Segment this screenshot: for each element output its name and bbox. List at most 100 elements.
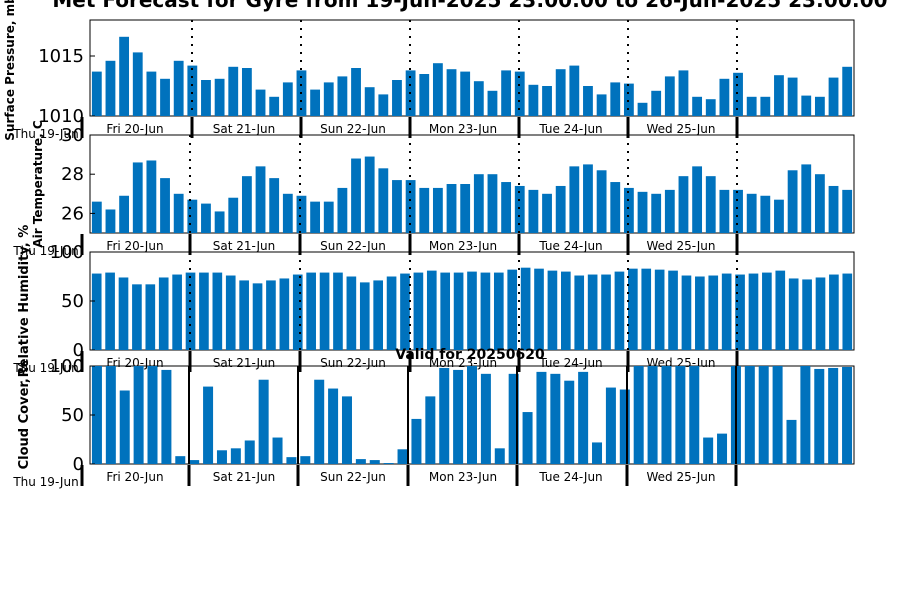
y-axis-label: Cloud Cover, % — [17, 361, 32, 470]
bar — [446, 69, 457, 116]
bar — [364, 87, 375, 116]
bar — [550, 373, 561, 464]
bar — [133, 366, 144, 464]
y-tick-label: 1015 — [38, 46, 84, 67]
bar — [118, 277, 129, 350]
bar — [228, 66, 239, 116]
bar — [733, 72, 743, 116]
bar — [719, 78, 730, 116]
bar — [480, 272, 491, 350]
bar — [91, 71, 102, 116]
bar — [392, 180, 402, 233]
axes-frame — [89, 134, 855, 234]
bar — [487, 174, 498, 233]
bar — [405, 180, 416, 233]
bar — [266, 280, 276, 350]
y-tick-label: 0 — [73, 454, 84, 475]
bar — [583, 164, 593, 233]
x-tick-label: Sat 21-Jun — [213, 122, 276, 136]
bar — [647, 366, 658, 464]
bar — [419, 187, 430, 233]
x-tick-label: Tue 24-Jun — [538, 239, 602, 253]
x-tick-label: Wed 25-Jun — [647, 239, 716, 253]
bar — [214, 78, 225, 116]
bar — [651, 193, 662, 233]
x-tick-label: Sat 21-Jun — [213, 470, 276, 484]
bar — [842, 66, 853, 116]
bar — [119, 36, 130, 116]
bar — [501, 182, 512, 233]
bar — [158, 277, 169, 350]
bar — [814, 96, 825, 116]
bar — [623, 187, 634, 233]
bar — [760, 96, 771, 116]
bar — [467, 366, 477, 464]
bar — [661, 366, 672, 464]
bar — [746, 193, 757, 233]
figure-title: Met Forecast for Gyre from 19-Jun-2025 2… — [52, 0, 887, 12]
bar — [337, 76, 348, 116]
bar — [569, 65, 580, 116]
bar — [748, 273, 759, 350]
bar — [775, 270, 786, 350]
x-tick-label: Thu 19-Jun — [12, 361, 78, 375]
bar — [637, 191, 648, 233]
bar — [239, 280, 249, 350]
bar — [310, 89, 321, 116]
bar — [569, 166, 580, 233]
bar — [241, 176, 252, 233]
x-tick-label: Fri 20-Jun — [106, 239, 163, 253]
bar — [228, 197, 239, 233]
bar — [419, 74, 430, 116]
bar — [758, 366, 769, 464]
x-tick-label: Fri 20-Jun — [106, 470, 163, 484]
bar — [800, 366, 811, 464]
bar — [337, 187, 348, 233]
x-tick-label: Sun 22-Jun — [320, 470, 386, 484]
bar — [201, 80, 211, 116]
bar — [651, 90, 662, 116]
bar — [225, 275, 236, 350]
bar — [212, 272, 223, 350]
bar — [351, 158, 361, 233]
bar — [787, 77, 798, 116]
bar — [91, 273, 102, 350]
bar — [161, 369, 172, 464]
bar — [269, 96, 280, 116]
bar — [637, 102, 648, 116]
bar — [119, 195, 130, 233]
bar — [542, 193, 552, 233]
bar — [341, 396, 352, 464]
bar — [319, 272, 330, 350]
bar — [425, 396, 436, 464]
bar — [528, 84, 539, 116]
bar — [508, 373, 519, 464]
bar — [373, 280, 383, 350]
bar — [383, 463, 394, 464]
bar — [369, 460, 380, 464]
x-tick-label: Sun 22-Jun — [320, 239, 386, 253]
bar — [708, 275, 719, 350]
bar — [480, 373, 491, 464]
bar — [689, 366, 700, 464]
bar — [733, 189, 743, 233]
bar — [735, 274, 745, 350]
x-tick-label: Sun 22-Jun — [320, 356, 386, 370]
bar — [432, 187, 443, 233]
bar — [583, 86, 593, 116]
y-tick-label: 50 — [61, 291, 84, 312]
bar — [203, 386, 214, 464]
bar — [105, 366, 116, 464]
y-tick-label: 100 — [50, 242, 84, 263]
bar — [397, 449, 408, 464]
bar — [286, 457, 297, 464]
bar — [255, 166, 266, 233]
y-axis-label: Air Temperature, C — [31, 120, 45, 248]
bar — [346, 276, 357, 350]
bar — [473, 81, 484, 116]
bar — [522, 412, 533, 464]
bar — [282, 82, 293, 116]
bar — [692, 96, 703, 116]
x-tick-label: Fri 20-Jun — [106, 122, 163, 136]
